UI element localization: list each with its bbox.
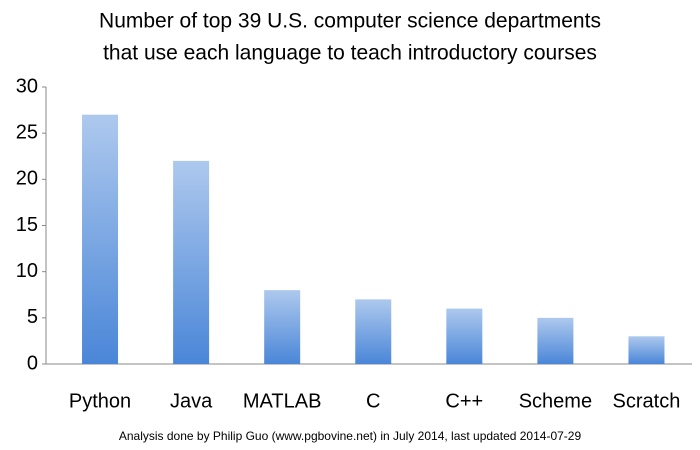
bar — [446, 308, 483, 364]
chart-title: that use each language to teach introduc… — [103, 42, 597, 65]
x-tick-label: MATLAB — [243, 390, 322, 412]
x-tick-label: C++ — [445, 390, 483, 412]
chart-note: Analysis done by Philip Guo (www.pgbovin… — [119, 429, 582, 443]
y-tick-label: 0 — [27, 352, 38, 374]
bar — [264, 290, 301, 364]
x-tick-label: Python — [69, 390, 131, 412]
y-tick-label: 5 — [27, 306, 38, 328]
bar — [628, 336, 665, 364]
y-tick-label: 10 — [16, 260, 38, 282]
bar — [537, 317, 574, 364]
x-tick-label: Scheme — [519, 390, 592, 412]
x-tick-label: C — [366, 390, 380, 412]
chart-title: Number of top 39 U.S. computer science d… — [99, 10, 601, 33]
x-tick-label: Scratch — [613, 390, 681, 412]
y-tick-label: 25 — [16, 121, 38, 143]
bar — [173, 160, 210, 364]
x-tick-label: Java — [170, 390, 213, 412]
y-tick-label: 15 — [16, 214, 38, 236]
bar — [355, 299, 392, 364]
bar — [82, 114, 119, 364]
y-tick-label: 30 — [16, 75, 38, 97]
y-tick-label: 20 — [16, 168, 38, 190]
